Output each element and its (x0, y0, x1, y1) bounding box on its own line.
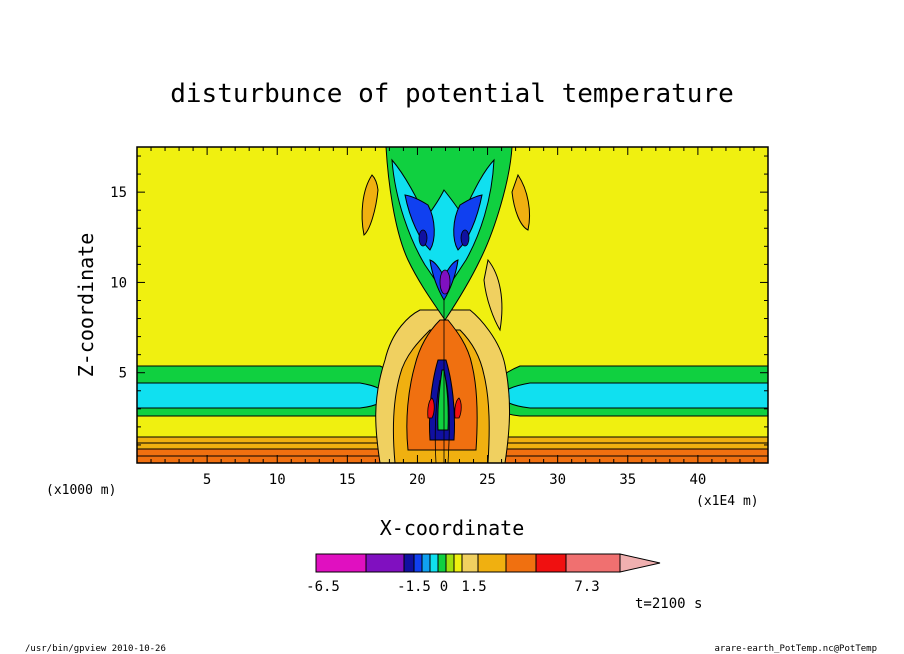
plot-area (137, 147, 768, 463)
footer-right: arare-earth_PotTemp.nc@PotTemp (714, 644, 877, 654)
colorbar-cell (535, 553, 567, 573)
colorbar-cell (365, 553, 405, 573)
right-cyan-band (501, 382, 768, 409)
x-unit-label: (x1E4 m) (696, 494, 759, 509)
x-tick-label: 10 (269, 472, 286, 488)
colorbar-extension (619, 553, 661, 573)
x-tick-label: 25 (479, 472, 496, 488)
colorbar-cell (453, 553, 463, 573)
tick-labels: 5 10 15 20 25 30 35 40 5 10 15 (110, 185, 706, 488)
left-streak (361, 174, 379, 236)
colorbar-cell (429, 553, 439, 573)
colorbar-cell (437, 553, 447, 573)
colorbar-label: 0 (440, 579, 448, 595)
left-cyan-band (137, 382, 386, 409)
time-label: t=2100 s (635, 596, 702, 612)
x-axis-label: X-coordinate (380, 516, 525, 540)
footer-left: /usr/bin/gpview 2010-10-26 (25, 644, 166, 654)
x-tick-label: 40 (689, 472, 706, 488)
colorbar (315, 553, 661, 573)
colorbar-cell (421, 553, 431, 573)
colorbar-label: 7.3 (574, 579, 599, 595)
y-axis-label: Z-coordinate (74, 233, 98, 378)
cold-plume-cyan (391, 158, 495, 293)
x-tick-label: 35 (619, 472, 636, 488)
colorbar-label: -1.5 (397, 579, 431, 595)
colorbar-cell (505, 553, 537, 573)
x-tick-label: 15 (339, 472, 356, 488)
y-unit-label: (x1000 m) (46, 483, 116, 498)
x-tick-label: 5 (203, 472, 211, 488)
chart-title: disturbunce of potential temperature (170, 79, 734, 109)
colorbar-cell (565, 553, 621, 573)
colorbar-label: 1.5 (461, 579, 486, 595)
x-tick-label: 20 (409, 472, 426, 488)
colorbar-cell (413, 553, 423, 573)
colorbar-cell (461, 553, 479, 573)
y-tick-label: 15 (110, 185, 127, 201)
colorbar-cell (315, 553, 367, 573)
right-streak (511, 173, 531, 231)
y-tick-label: 5 (119, 366, 127, 382)
axis-ticks (137, 147, 768, 463)
colorbar-label: -6.5 (306, 579, 340, 595)
colorbar-cell (403, 553, 415, 573)
x-tick-label: 30 (549, 472, 566, 488)
y-tick-label: 10 (110, 275, 127, 291)
colorbar-labels: -6.5 -1.5 0 1.5 7.3 (306, 579, 600, 595)
colorbar-cell (445, 553, 455, 573)
plot-frame (136, 146, 769, 464)
colorbar-cell (477, 553, 507, 573)
